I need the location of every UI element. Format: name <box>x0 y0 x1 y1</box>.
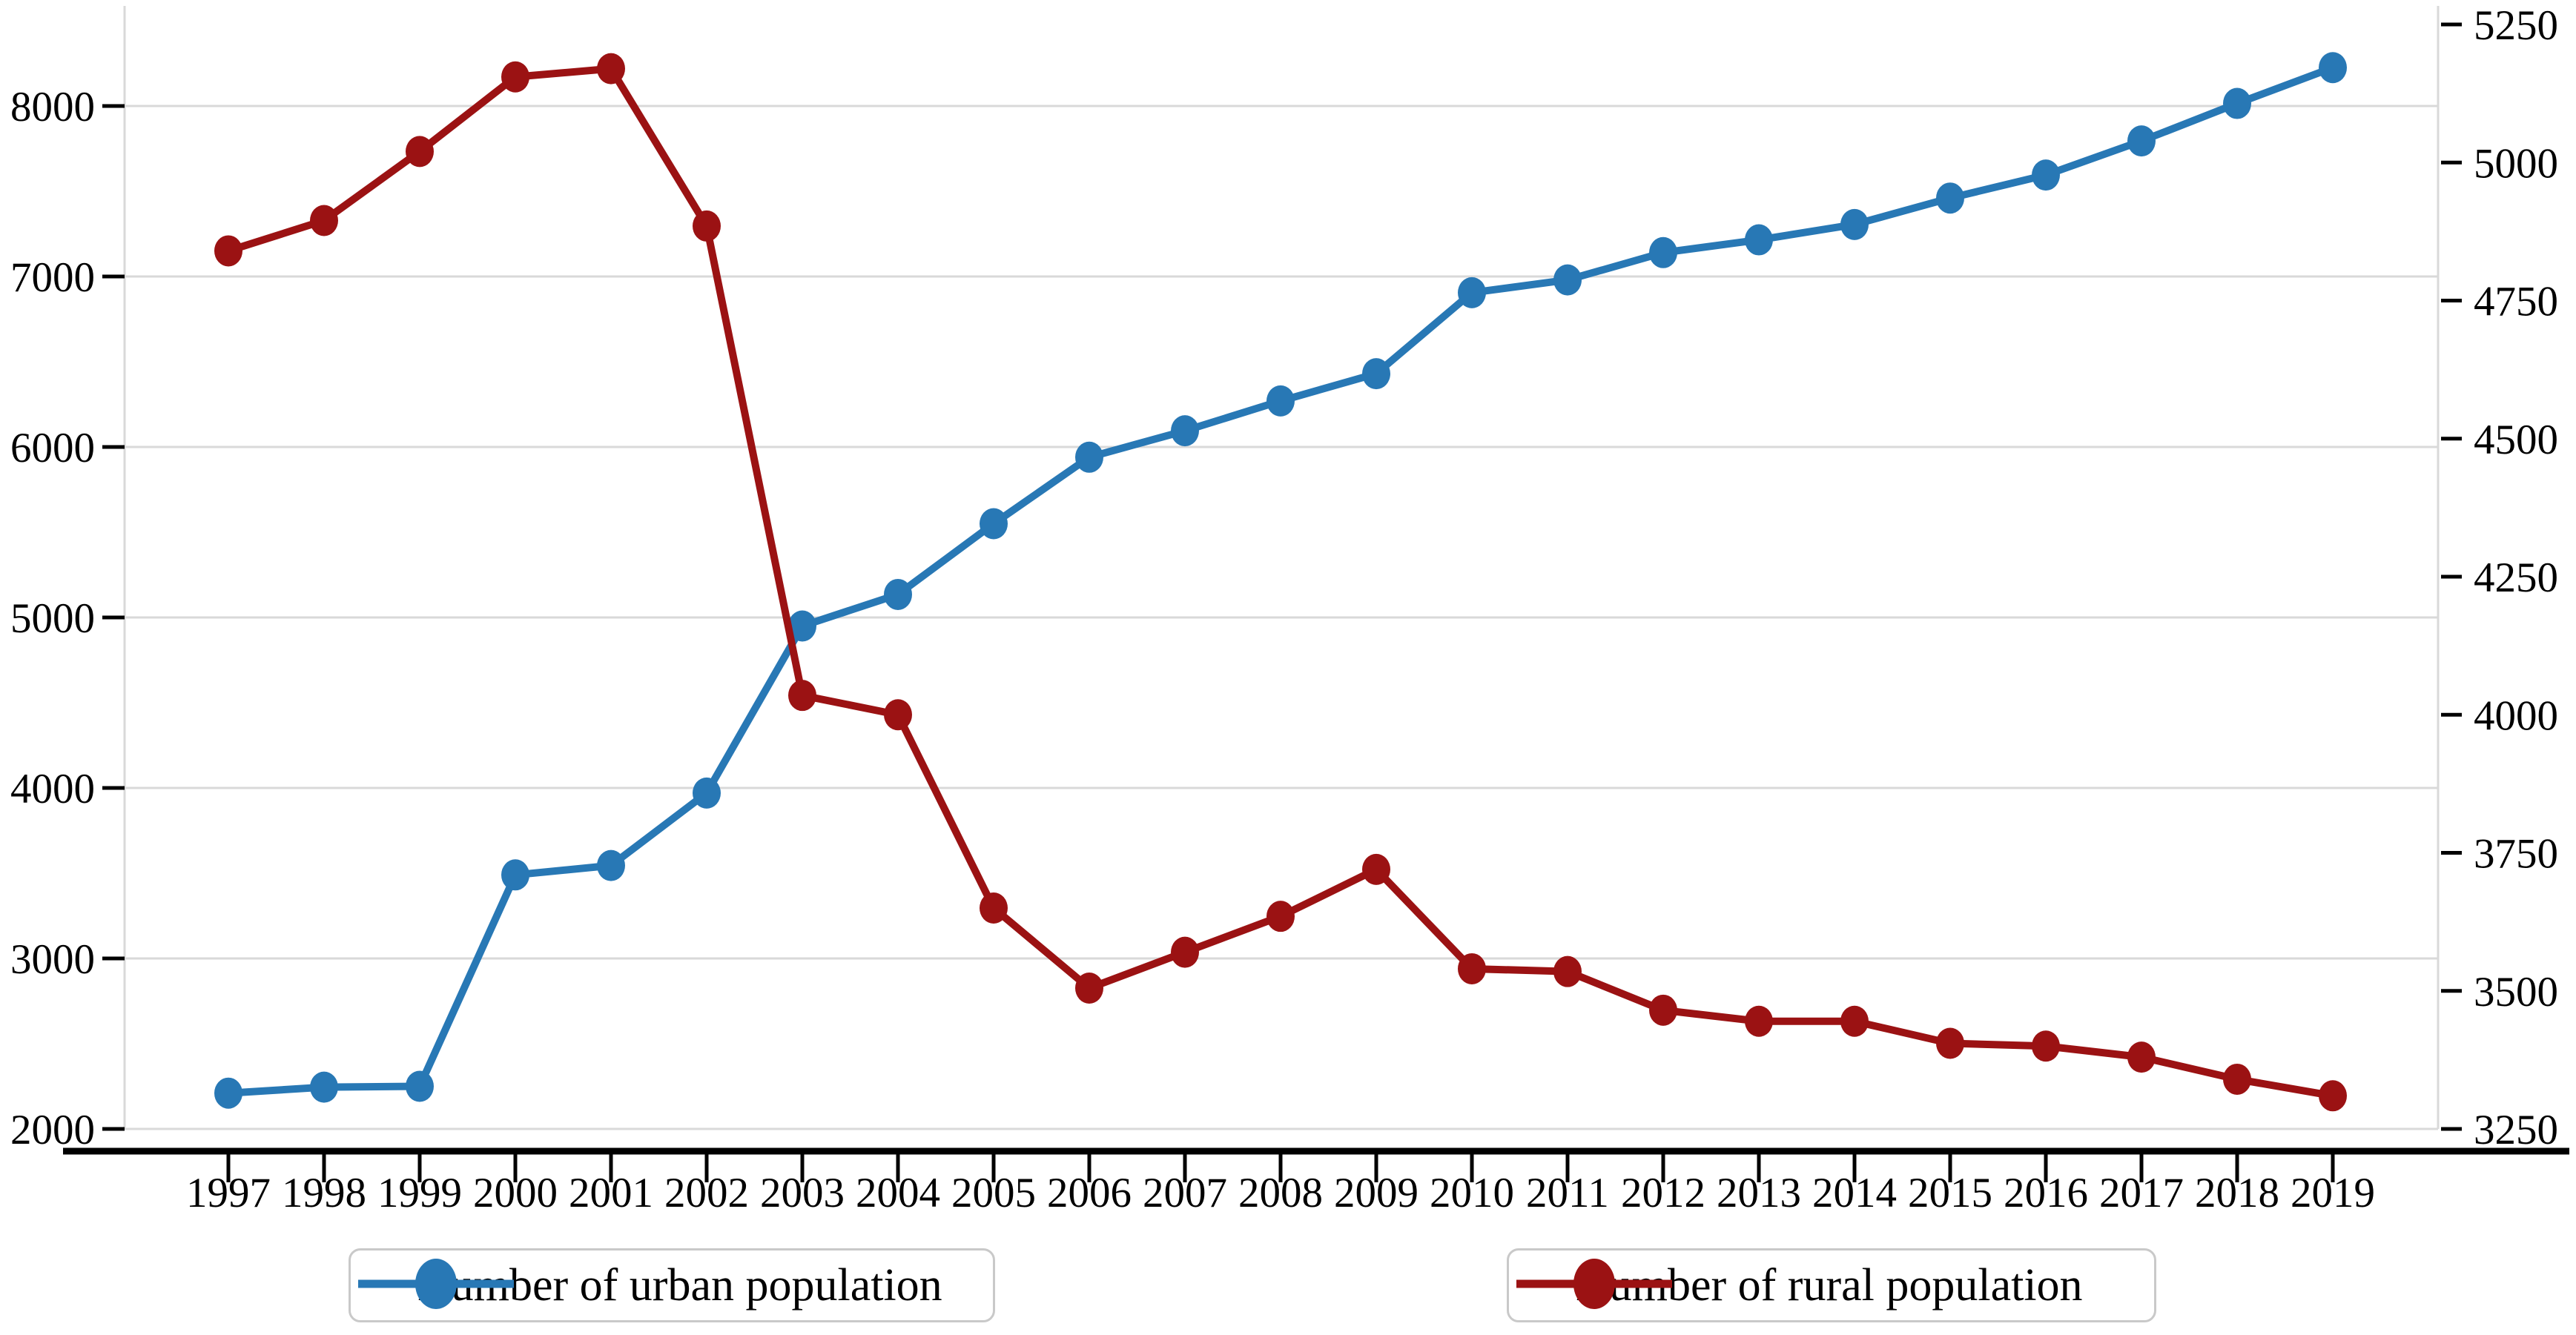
urban-data-point <box>2032 159 2060 191</box>
x-axis-tick-label: 2012 <box>1621 1170 1705 1216</box>
x-axis-tick-label: 2006 <box>1047 1170 1132 1216</box>
urban-data-point <box>501 859 529 891</box>
urban-series-marker-icon <box>358 1259 514 1309</box>
x-axis-tick-label: 1998 <box>282 1170 366 1216</box>
x-axis-tick-label: 2013 <box>1717 1170 1801 1216</box>
rural-data-point <box>1553 955 1582 987</box>
right-axis-tick-label: 3250 <box>2474 1107 2558 1153</box>
x-axis-tick-label: 2016 <box>2004 1170 2088 1216</box>
left-axis-tick-label: 4000 <box>10 766 95 812</box>
urban-data-point <box>1266 385 1295 417</box>
right-axis-tick-label: 5000 <box>2474 140 2558 187</box>
urban-series-line <box>225 64 2336 1097</box>
right-axis-tick-label: 3500 <box>2474 969 2558 1016</box>
urban-data-point <box>2127 125 2156 157</box>
urban-data-point <box>2319 52 2347 84</box>
legend-rural-population: Number of rural population <box>1507 1248 2156 1322</box>
urban-data-point <box>1362 358 1390 390</box>
urban-data-point <box>884 578 912 610</box>
rural-data-point <box>693 210 721 242</box>
urban-data-point <box>214 1077 242 1109</box>
urban-data-point <box>406 1070 434 1102</box>
urban-data-point <box>597 849 625 881</box>
rural-data-point <box>1266 901 1295 932</box>
x-axis-tick-label: 2004 <box>856 1170 940 1216</box>
rural-data-point <box>2223 1063 2251 1095</box>
legend-urban-population: Number of urban population <box>349 1248 995 1322</box>
x-axis-tick-label: 2010 <box>1430 1170 1514 1216</box>
x-axis-tick-label: 2001 <box>569 1170 653 1216</box>
urban-data-point <box>1649 236 1677 268</box>
rural-data-point <box>1840 1005 1869 1037</box>
urban-data-point <box>788 610 816 642</box>
urban-legend-dot <box>415 1259 457 1309</box>
rural-data-point <box>406 136 434 168</box>
left-axis-tick-label: 8000 <box>10 84 95 130</box>
x-axis-tick-label: 2007 <box>1143 1170 1227 1216</box>
x-axis-tick-label: 2000 <box>473 1170 558 1216</box>
rural-data-point <box>501 61 529 93</box>
urban-data-point <box>1171 415 1199 447</box>
x-axis-tick-label: 2002 <box>664 1170 749 1216</box>
right-axis-tick-label: 3750 <box>2474 831 2558 878</box>
rural-series-line <box>225 64 2336 1100</box>
right-axis-tick-label: 4750 <box>2474 279 2558 325</box>
urban-data-point <box>1840 208 1869 240</box>
left-axis-tick-label: 6000 <box>10 425 95 471</box>
right-axis-tick-label: 5250 <box>2474 2 2558 49</box>
rural-data-point <box>1362 853 1390 885</box>
urban-data-point <box>1075 441 1103 473</box>
rural-data-point <box>788 680 816 712</box>
right-axis-tick-label: 4500 <box>2474 417 2558 463</box>
urban-data-point <box>1745 224 1773 256</box>
rural-data-point <box>884 699 912 731</box>
urban-data-point <box>1458 276 1486 308</box>
rural-series-marker-icon <box>1516 1259 1672 1309</box>
left-axis-tick-label: 2000 <box>10 1107 95 1153</box>
x-axis-tick-label: 2017 <box>2099 1170 2184 1216</box>
x-axis-tick-label: 2015 <box>1908 1170 1992 1216</box>
rural-data-point <box>2032 1030 2060 1062</box>
left-axis-tick-label: 5000 <box>10 595 95 642</box>
left-axis-tick-label: 7000 <box>10 254 95 301</box>
urban-data-point <box>1936 182 1964 214</box>
right-axis-tick-label: 4000 <box>2474 692 2558 739</box>
rural-data-point <box>1745 1005 1773 1037</box>
x-axis-tick-label: 1997 <box>186 1170 271 1216</box>
urban-data-point <box>980 508 1008 540</box>
x-axis-tick-label: 2018 <box>2195 1170 2279 1216</box>
x-axis-tick-label: 2009 <box>1334 1170 1419 1216</box>
x-axis-tick-label: 2008 <box>1238 1170 1323 1216</box>
rural-data-point <box>310 205 338 236</box>
rural-data-point <box>597 53 625 85</box>
x-axis-tick-label: 2011 <box>1526 1170 1609 1216</box>
urban-data-point <box>1553 264 1582 296</box>
rural-data-point <box>980 892 1008 924</box>
left-axis-tick-label: 3000 <box>10 936 95 983</box>
rural-data-point <box>2127 1041 2156 1073</box>
right-axis-tick-label: 4250 <box>2474 554 2558 601</box>
urban-data-point <box>310 1071 338 1103</box>
x-axis-tick-label: 1999 <box>377 1170 462 1216</box>
urban-data-point <box>2223 87 2251 119</box>
urban-data-point <box>693 777 721 809</box>
rural-data-point <box>1936 1027 1964 1059</box>
rural-data-point <box>1171 936 1199 968</box>
x-axis-tick-label: 2005 <box>951 1170 1036 1216</box>
rural-data-point <box>1458 953 1486 984</box>
rural-legend-dot <box>1573 1259 1615 1309</box>
x-axis-tick-label: 2014 <box>1812 1170 1897 1216</box>
rural-data-point <box>2319 1080 2347 1112</box>
rural-data-point <box>214 235 242 267</box>
rural-data-point <box>1075 973 1103 1004</box>
rural-data-point <box>1649 994 1677 1026</box>
x-axis-tick-label: 2019 <box>2291 1170 2375 1216</box>
x-axis-tick-label: 2003 <box>760 1170 845 1216</box>
